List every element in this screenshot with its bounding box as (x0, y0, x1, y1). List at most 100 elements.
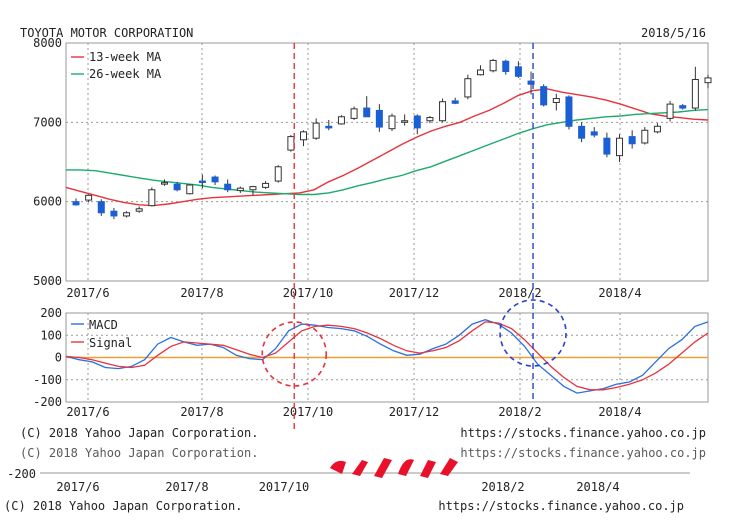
candle (691, 66, 699, 111)
candle-body (628, 136, 636, 145)
ghost-copyright-text: (C) 2018 Yahoo Japan Corporation. (20, 446, 258, 460)
candle-body (85, 194, 93, 201)
price-x-tick-label: 2017/10 (283, 286, 334, 300)
ghost-x-tick-label: 2018/4 (576, 480, 619, 494)
ma-13-week-line (65, 88, 709, 207)
candle-body (464, 78, 472, 98)
candle (72, 198, 80, 206)
candle-body (514, 66, 522, 77)
ghost-footer: (C) 2018 Yahoo Japan Corporation. https:… (20, 446, 706, 460)
macd-y-axis: 200 100 0 -100 -200 (33, 306, 62, 409)
candle (97, 199, 105, 216)
candle-body (413, 115, 421, 129)
candle-body (274, 166, 282, 182)
candle-body (641, 129, 649, 144)
candle (224, 179, 232, 193)
ghost-x-tick-label: 2017/10 (259, 480, 310, 494)
candle (287, 135, 295, 152)
candle-body (72, 201, 80, 206)
candle (578, 122, 586, 143)
red-overlay-mark (330, 458, 458, 478)
price-y-tick-label: 5000 (33, 274, 62, 288)
macd-y-tick-label: 200 (40, 306, 62, 320)
macd-y-tick-label: -200 (33, 395, 62, 409)
candle (85, 194, 93, 203)
price-y-axis: 8000 7000 6000 5000 (33, 36, 62, 288)
candle-body (616, 137, 624, 157)
macd-x-tick-label: 2018/2 (498, 405, 541, 419)
candle (325, 119, 333, 131)
candle-body (110, 210, 118, 217)
signal-markers (261, 43, 567, 432)
price-y-tick-label: 8000 (33, 36, 62, 50)
macd-line (65, 319, 709, 394)
candle (110, 208, 118, 220)
candle-body (653, 125, 661, 133)
macd-x-tick-label: 2017/12 (389, 405, 440, 419)
candle (590, 127, 598, 138)
macd-y-tick-label: 100 (40, 328, 62, 342)
candle-body (375, 109, 383, 128)
candle (666, 100, 674, 122)
candle (249, 185, 257, 196)
macd-x-tick-label: 2018/4 (598, 405, 641, 419)
candle-body (502, 60, 510, 73)
candle-body (312, 122, 320, 139)
candle (464, 74, 472, 100)
candle-body (704, 77, 712, 84)
candlesticks (72, 58, 712, 220)
candle (388, 113, 396, 132)
candle-body (211, 176, 219, 183)
candle (552, 93, 560, 111)
price-x-tick-label: 2018/4 (598, 286, 641, 300)
candle-body (603, 137, 611, 155)
candle-body (388, 115, 396, 130)
candle (476, 65, 484, 76)
candle (363, 96, 371, 118)
legend-label-signal: Signal (89, 336, 132, 350)
macd-lines (65, 319, 709, 394)
candle (135, 206, 143, 213)
ma-26-week-line (66, 108, 709, 196)
candle-body (173, 183, 181, 191)
candle (375, 104, 383, 132)
candle (527, 71, 535, 95)
candle-body (565, 96, 573, 127)
candle-body (363, 107, 371, 118)
macd-grid (66, 313, 708, 402)
copyright-text-2: (C) 2018 Yahoo Japan Corporation. (4, 499, 242, 513)
macd-x-axis: 2017/6 2017/8 2017/10 2017/12 2018/2 2018/4 (66, 405, 641, 419)
candle (704, 74, 712, 89)
candle (337, 115, 345, 125)
candle-body (451, 100, 459, 104)
candle (211, 175, 219, 186)
candle-body (249, 186, 257, 191)
candle (198, 174, 206, 189)
candle-body (148, 189, 156, 207)
candle-body (679, 105, 687, 109)
ghost-x-tick-label: 2017/6 (56, 480, 99, 494)
ghost-x-axis: 2017/6 2017/8 2017/10 2018/2 2018/4 (56, 480, 619, 494)
candle (312, 118, 320, 140)
candle (451, 97, 459, 105)
candle-body (135, 208, 143, 212)
candle-body (527, 80, 535, 85)
candle-body (401, 120, 409, 123)
price-x-tick-label: 2017/12 (389, 286, 440, 300)
moving-average-lines (65, 88, 709, 207)
candle (502, 59, 510, 75)
price-panel (65, 42, 709, 282)
candle-body (426, 117, 434, 122)
candle (489, 58, 497, 73)
candle (653, 123, 661, 134)
candle-body (186, 184, 194, 195)
candle-body (97, 201, 105, 214)
macd-x-tick-label: 2017/10 (283, 405, 334, 419)
candle (679, 104, 687, 110)
copyright-text: (C) 2018 Yahoo Japan Corporation. (20, 426, 258, 440)
candle-body (540, 86, 548, 106)
macd-y-tick-label: 0 (55, 351, 62, 365)
price-x-tick-label: 2018/2 (498, 286, 541, 300)
chart-date: 2018/5/16 (641, 26, 706, 40)
ghost-source-url: https://stocks.finance.yahoo.co.jp (460, 446, 706, 460)
